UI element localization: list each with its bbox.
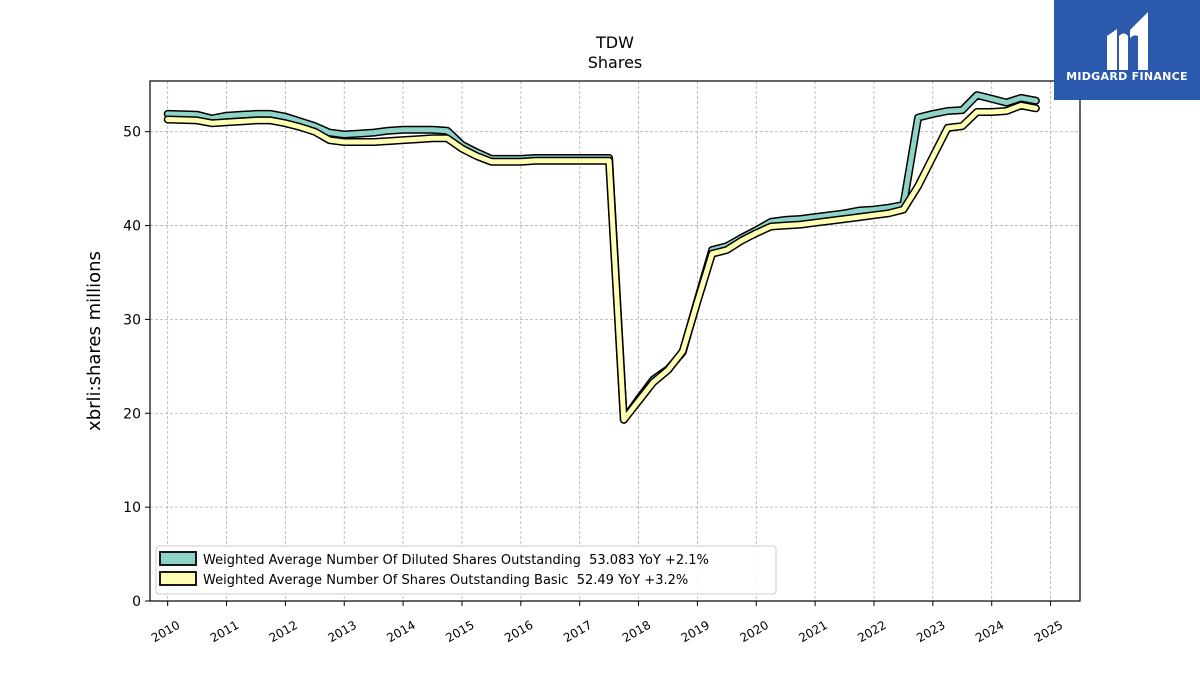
y-tick-label: 20 [123,406,141,422]
grid [150,81,1080,602]
legend-label-basic: Weighted Average Number Of Shares Outsta… [203,573,688,588]
logo-text: MIDGARD FINANCE [1066,70,1188,83]
y-tick-label: 10 [123,500,141,516]
y-axis: 0 10 20 30 40 50 [123,125,150,610]
y-tick-label: 0 [132,594,141,610]
chart-subtitle: Shares [588,53,643,72]
y-tick-label: 50 [123,125,141,141]
legend-swatch-diluted [159,551,197,566]
legend-box [155,545,777,595]
logo-mark-icon [1107,12,1148,70]
y-tick-label: 40 [123,219,141,235]
chart-title: TDW [595,33,634,52]
legend: Weighted Average Number Of Diluted Share… [155,545,777,595]
y-axis-label: xbrli:shares millions [84,251,105,431]
series-layer [163,91,1040,424]
legend-label-diluted: Weighted Average Number Of Diluted Share… [203,553,709,568]
legend-swatch-basic [159,571,197,586]
plot-frame [149,80,1081,602]
y-tick-label: 30 [123,312,141,328]
midgard-finance-logo: MIDGARD FINANCE [1054,0,1200,100]
series-line [165,102,1039,423]
